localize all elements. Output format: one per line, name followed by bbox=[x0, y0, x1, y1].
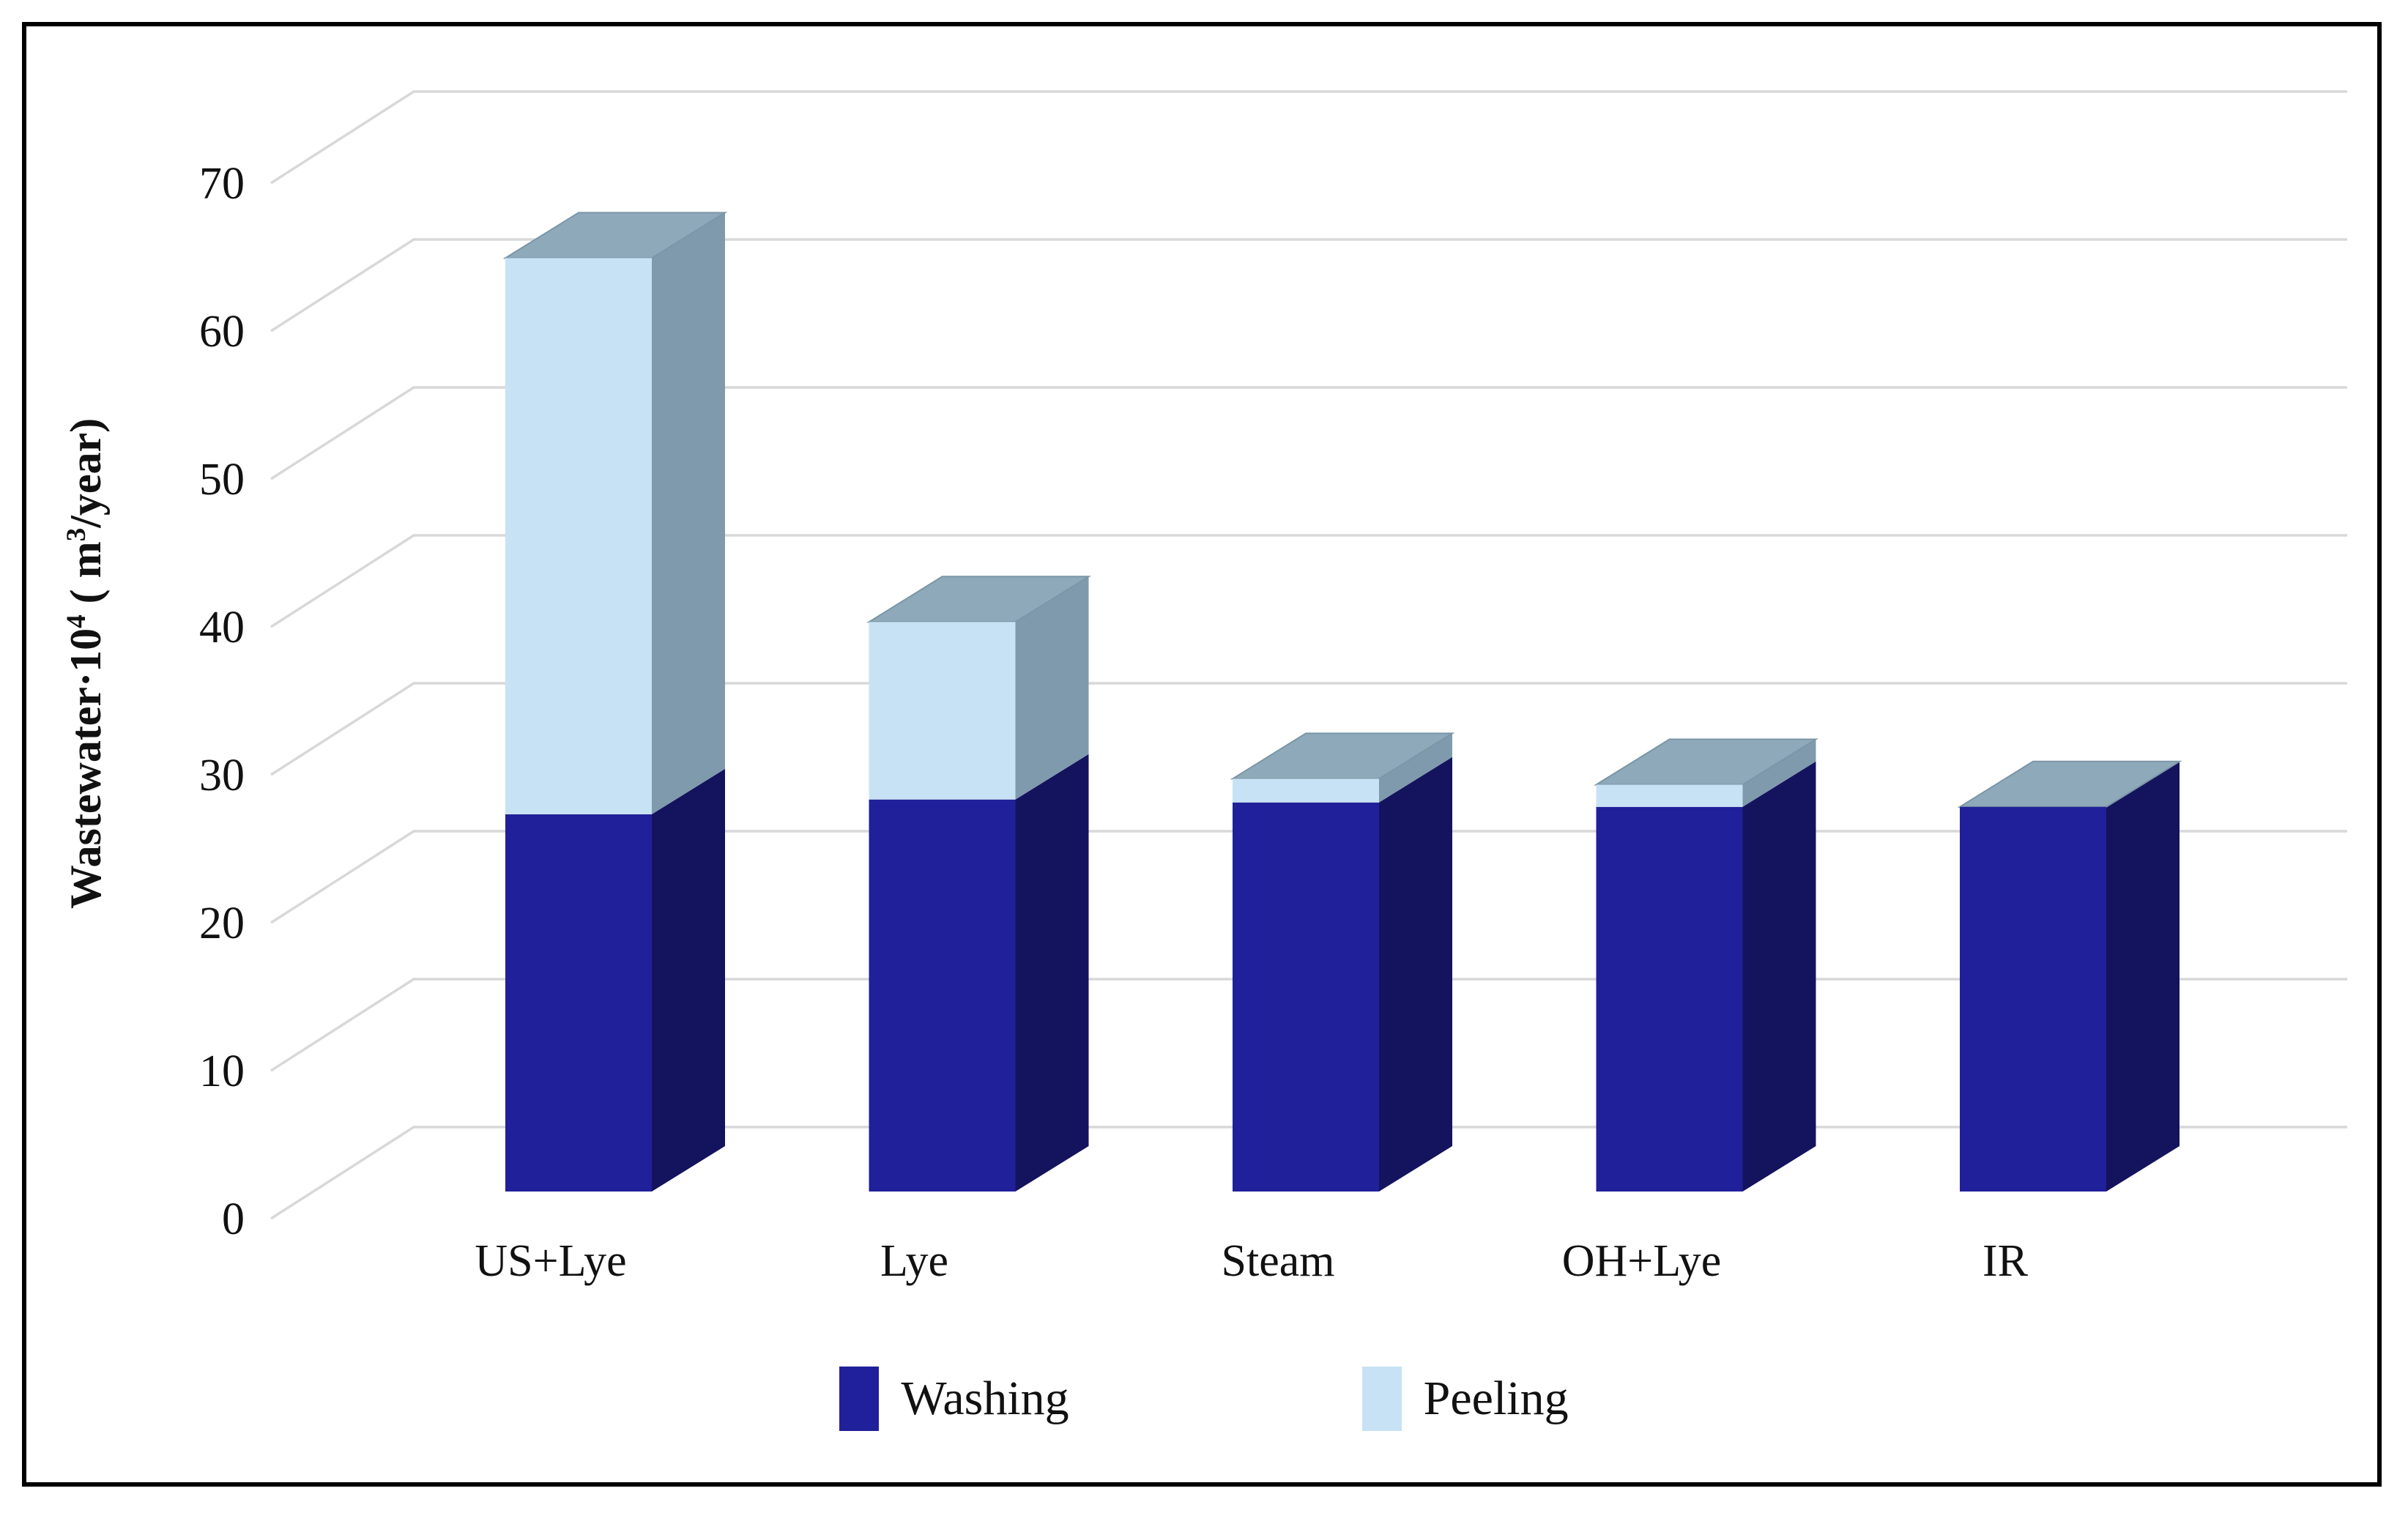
bar-steam-washing bbox=[1233, 802, 1379, 1192]
bar-steam-peeling-side bbox=[1379, 733, 1452, 803]
bar-lye-washing bbox=[869, 799, 1016, 1192]
legend: Washing Peeling bbox=[0, 1367, 2408, 1431]
bars-group bbox=[502, 212, 2182, 1192]
bar-ir-washing bbox=[1960, 806, 2106, 1192]
chart-frame bbox=[22, 22, 2382, 1487]
y-tick-label: 30 bbox=[199, 751, 245, 800]
bar-us-lye-peeling-side bbox=[652, 212, 725, 814]
bar-ir-washing-side bbox=[2106, 761, 2180, 1192]
gridline bbox=[270, 386, 2347, 480]
y-tick-label: 70 bbox=[199, 159, 245, 209]
legend-item-peeling: Peeling bbox=[1361, 1367, 1569, 1431]
bar-oh-lye-washing-side bbox=[1742, 761, 1816, 1192]
bar-oh-lye-peeling-side bbox=[1742, 739, 1816, 807]
axis-label-group: 0 10 20 30 40 50 60 70 US+Lye Lye Steam OH+Lye IR bbox=[199, 159, 2029, 1286]
y-axis-title: Wastewater·104 ( m3/year) bbox=[62, 417, 110, 910]
y-tick-label: 60 bbox=[199, 307, 245, 357]
bar-lye-washing-side bbox=[1015, 754, 1089, 1192]
gridline bbox=[270, 238, 2347, 332]
bar-oh-lye-peeling bbox=[1596, 784, 1743, 807]
x-category-label: OH+Lye bbox=[1562, 1236, 1721, 1286]
legend-item-washing: Washing bbox=[839, 1367, 1069, 1431]
legend-label-washing: Washing bbox=[901, 1372, 1069, 1425]
x-category-label: IR bbox=[1982, 1236, 2029, 1286]
washing-swatch-icon bbox=[839, 1367, 880, 1431]
bar-us-lye-peeling bbox=[505, 258, 652, 814]
bar-oh-lye-washing bbox=[1596, 806, 1743, 1192]
legend-label-peeling: Peeling bbox=[1423, 1372, 1569, 1425]
y-tick-label: 0 bbox=[222, 1194, 245, 1244]
peeling-swatch-icon bbox=[1361, 1367, 1402, 1431]
bar-us-lye-washing bbox=[505, 814, 652, 1192]
bar-us-lye-washing-side bbox=[652, 768, 725, 1192]
y-tick-label: 20 bbox=[199, 899, 245, 948]
x-category-label: Lye bbox=[880, 1236, 948, 1286]
gridline bbox=[270, 534, 2347, 628]
y-tick-label: 40 bbox=[199, 603, 245, 653]
y-tick-label: 10 bbox=[199, 1047, 245, 1096]
bar-steam-washing-side bbox=[1379, 756, 1452, 1192]
gridline bbox=[270, 90, 2347, 185]
bar-lye-peeling-side bbox=[1015, 576, 1089, 800]
x-category-label: US+Lye bbox=[475, 1236, 626, 1286]
bar-lye-peeling bbox=[869, 622, 1016, 800]
y-tick-label: 50 bbox=[199, 455, 245, 505]
x-category-label: Steam bbox=[1222, 1236, 1335, 1286]
gridline bbox=[270, 682, 2347, 776]
bar-steam-peeling bbox=[1233, 778, 1379, 803]
